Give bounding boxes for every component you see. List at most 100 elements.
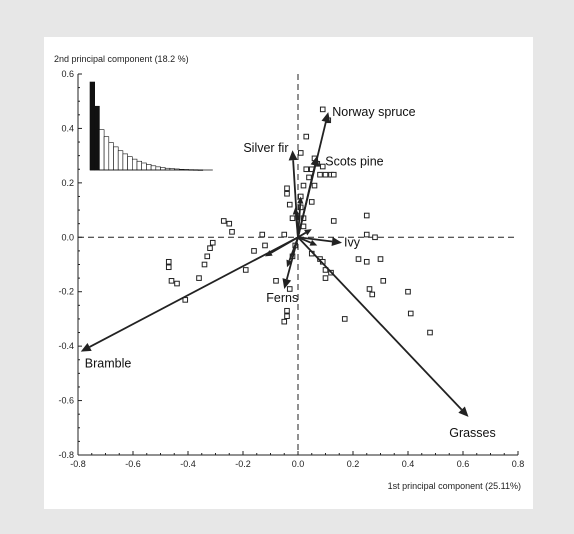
y-tick-label: 0.2 <box>61 178 74 188</box>
score-point <box>209 239 216 246</box>
score-point <box>363 258 370 265</box>
score-point <box>201 261 208 268</box>
loading-label: Scots pine <box>325 155 383 169</box>
score-point <box>220 218 227 224</box>
score-point <box>322 275 329 281</box>
eigenvalue-bar <box>113 146 119 171</box>
y-tick-label: 0.4 <box>61 123 74 133</box>
pca-biplot: Norway spruce Silver fir Scots pine Ivy Fern… <box>54 54 524 491</box>
x-tick-label: -0.4 <box>180 459 196 469</box>
y-tick-label: 0.6 <box>61 69 74 79</box>
loading-arrow-head <box>310 155 320 167</box>
eigenvalue-bar <box>103 136 110 171</box>
minor-loading-arrow-head <box>309 239 318 246</box>
x-tick-label: 0.8 <box>512 459 525 469</box>
x-tick-label: 0.6 <box>457 459 470 469</box>
score-point <box>300 182 307 189</box>
score-point <box>284 313 290 320</box>
score-point <box>242 267 249 273</box>
score-point <box>174 280 180 287</box>
score-point <box>405 288 411 295</box>
loading-arrow-shaft <box>297 165 316 238</box>
eigenvalue-bar <box>127 156 133 171</box>
score-point <box>407 310 414 317</box>
score-point <box>427 329 433 336</box>
score-point <box>204 253 211 260</box>
axes: -0.8 -0.6 -0.4 -0.2 0.0 0.2 0.4 0.6 0.8 -0.8 -0.6 -… <box>58 69 524 469</box>
score-point <box>311 182 318 189</box>
x-tick-label: -0.2 <box>235 459 251 469</box>
x-tick-label: -0.8 <box>70 459 86 469</box>
eigenvalue-bar <box>136 160 142 171</box>
score-point <box>319 163 326 170</box>
score-point <box>308 199 315 205</box>
score-point <box>372 234 378 241</box>
y-tick-label: -0.8 <box>58 450 74 460</box>
minor-loading-arrow-head <box>304 229 312 236</box>
loading-arrow-head <box>458 406 469 417</box>
y-tick-label: 0.0 <box>61 232 74 242</box>
eigenvalue-bar <box>150 165 157 171</box>
loading-arrow-head <box>288 150 298 161</box>
y-axis-label: 2nd principal component (18.2 %) <box>54 54 189 64</box>
score-point <box>303 166 310 173</box>
score-point <box>286 286 293 292</box>
x-axis-label: 1st principal component (25.11%) <box>388 481 521 491</box>
eigenvalue-bar <box>99 129 105 171</box>
score-point <box>284 185 290 192</box>
eigenvalue-bar <box>155 166 161 171</box>
y-tick-label: -0.6 <box>58 396 74 406</box>
loading-arrow-head <box>321 112 331 123</box>
score-point <box>281 231 288 238</box>
score-point <box>281 318 288 325</box>
score-point <box>322 171 329 178</box>
x-tick-label: -0.6 <box>125 459 141 469</box>
eigenvalue-bar <box>122 153 128 171</box>
score-point <box>273 278 279 284</box>
eigenvalue-bar <box>89 81 95 171</box>
score-point <box>330 171 337 178</box>
loading-arrow-shaft <box>297 236 333 243</box>
eigenvalue-bar <box>146 164 152 171</box>
loading-arrow-shaft <box>89 236 299 348</box>
loading-label: Bramble <box>85 357 132 371</box>
x-tick-label: 0.4 <box>402 459 415 469</box>
minor-loading-arrow-shaft <box>297 231 307 239</box>
eigenvalue-bar <box>108 142 114 171</box>
minor-loading-arrow-head <box>297 196 304 204</box>
score-point <box>317 171 323 178</box>
score-point <box>380 278 387 284</box>
score-point <box>366 286 373 292</box>
score-point <box>355 256 362 262</box>
eigenvalue-bar <box>141 162 147 171</box>
score-point <box>289 215 296 222</box>
eigenvalue-inset <box>89 81 213 171</box>
eigenvalue-bar <box>117 150 124 171</box>
reference-lines <box>78 74 518 455</box>
score-point <box>168 278 175 284</box>
score-point <box>259 231 266 238</box>
score-point <box>330 218 337 224</box>
loading-label: Ferns <box>266 291 298 305</box>
y-tick-label: -0.2 <box>58 287 74 297</box>
score-point <box>306 174 312 181</box>
eigenvalue-bar <box>132 158 138 171</box>
score-point <box>165 258 172 265</box>
score-point <box>363 212 370 219</box>
loading-arrow-shaft <box>297 236 463 411</box>
score-point <box>226 220 233 227</box>
loading-arrow-shaft <box>292 160 299 238</box>
x-tick-label: 0.0 <box>292 459 305 469</box>
loading-arrow-head <box>80 342 92 352</box>
eigenvalue-bar <box>94 105 100 171</box>
score-point <box>369 291 376 298</box>
loading-arrow-head <box>282 278 292 289</box>
loading-label: Grasses <box>449 426 496 440</box>
score-point <box>262 242 268 249</box>
score-point <box>229 229 235 235</box>
loading-label: Ivy <box>344 236 361 250</box>
score-point <box>319 106 326 113</box>
score-point <box>165 264 172 271</box>
score-point <box>284 307 290 314</box>
x-tick-label: 0.2 <box>347 459 360 469</box>
